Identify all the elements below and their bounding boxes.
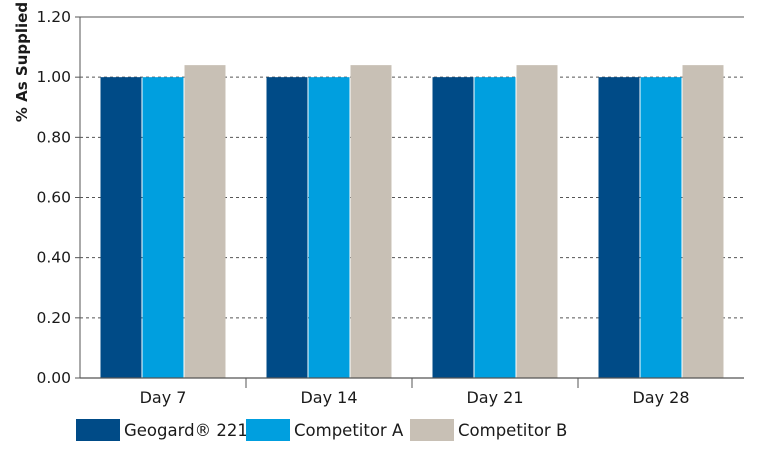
bar bbox=[432, 77, 474, 379]
axes bbox=[75, 16, 744, 388]
x-category-label: Day 7 bbox=[140, 388, 187, 407]
bar bbox=[308, 77, 350, 379]
legend-label: Competitor B bbox=[458, 421, 567, 440]
y-tick-label: 0.80 bbox=[36, 128, 71, 146]
bar bbox=[100, 77, 142, 379]
legend-swatch bbox=[410, 419, 454, 441]
legend-label: Geogard® 221 bbox=[124, 421, 248, 440]
bar bbox=[682, 65, 724, 378]
bars bbox=[100, 65, 724, 379]
bar bbox=[640, 77, 682, 379]
bar bbox=[184, 65, 226, 378]
x-category-label: Day 28 bbox=[632, 388, 689, 407]
bar bbox=[142, 77, 184, 379]
bar bbox=[516, 65, 558, 378]
legend-swatch bbox=[76, 419, 120, 441]
x-category-labels: Day 7 Day 14 Day 21 Day 28 bbox=[140, 388, 690, 407]
x-category-label: Day 14 bbox=[300, 388, 357, 407]
x-category-label: Day 21 bbox=[466, 388, 523, 407]
bar bbox=[266, 77, 308, 379]
y-tick-label: 0.60 bbox=[36, 189, 71, 207]
y-tick-label: 0.00 bbox=[36, 369, 71, 387]
bar bbox=[350, 65, 392, 378]
y-tick-label: 0.40 bbox=[36, 249, 71, 267]
y-tick-labels: 0.00 0.20 0.40 0.60 0.80 1.00 1.20 bbox=[36, 8, 71, 387]
legend: Geogard® 221 Competitor A Competitor B bbox=[76, 419, 567, 441]
y-tick-label: 1.00 bbox=[36, 68, 71, 86]
y-tick-label: 0.20 bbox=[36, 309, 71, 327]
y-axis-title: % As Supplied bbox=[13, 2, 31, 122]
bar bbox=[474, 77, 516, 379]
legend-label: Competitor A bbox=[294, 421, 404, 440]
y-tick-label: 1.20 bbox=[36, 8, 71, 26]
legend-swatch bbox=[246, 419, 290, 441]
bar bbox=[598, 77, 640, 379]
